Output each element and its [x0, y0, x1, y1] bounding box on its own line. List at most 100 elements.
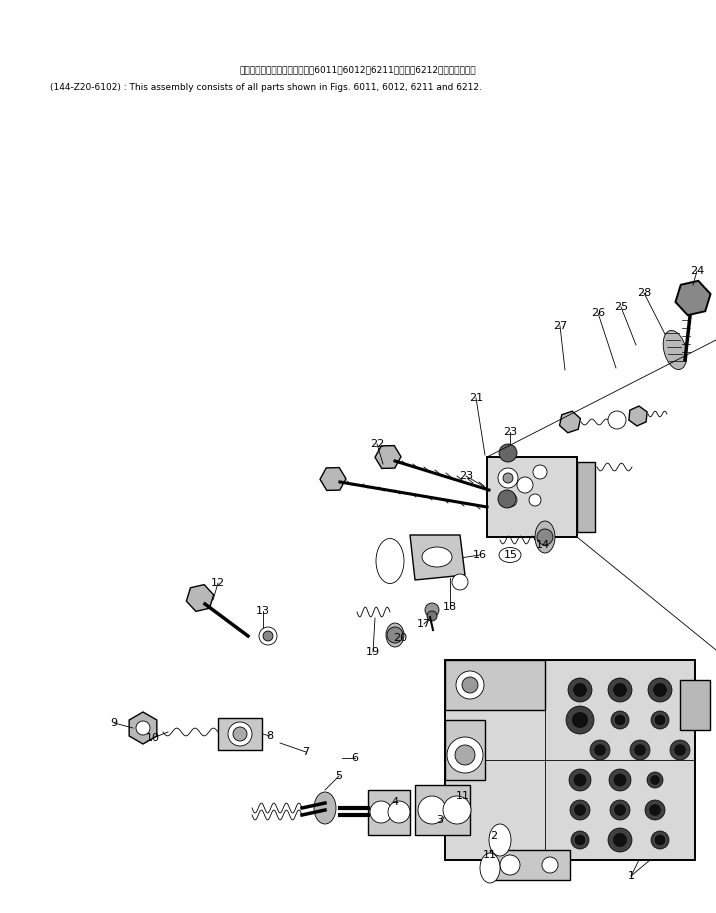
Circle shape	[647, 772, 663, 788]
Text: 25: 25	[614, 302, 628, 312]
Circle shape	[529, 494, 541, 506]
Text: このアセンブリの構成部品は囷6011、6012、6211および囷6212まで含みます．: このアセンブリの構成部品は囷6011、6012、6211および囷6212まで含み…	[240, 66, 476, 75]
Bar	[218, 718, 262, 750]
Circle shape	[533, 465, 547, 479]
Polygon shape	[410, 535, 465, 580]
Ellipse shape	[422, 547, 452, 567]
Circle shape	[500, 855, 520, 875]
Text: 11: 11	[483, 850, 497, 860]
Circle shape	[575, 835, 585, 845]
Circle shape	[387, 627, 403, 643]
Text: 14: 14	[536, 540, 550, 550]
Bar	[445, 720, 485, 780]
Circle shape	[594, 744, 606, 755]
Ellipse shape	[535, 521, 555, 553]
Bar	[487, 457, 577, 537]
Text: 11: 11	[456, 791, 470, 801]
Circle shape	[655, 715, 665, 725]
Circle shape	[537, 529, 553, 545]
Circle shape	[259, 627, 277, 645]
Ellipse shape	[499, 548, 521, 562]
Circle shape	[590, 740, 610, 760]
Circle shape	[388, 801, 410, 823]
Text: 23: 23	[503, 427, 517, 437]
Circle shape	[542, 857, 558, 873]
Circle shape	[418, 796, 446, 824]
Circle shape	[568, 678, 592, 702]
Text: 16: 16	[473, 550, 487, 560]
Circle shape	[610, 800, 630, 820]
Text: 22: 22	[370, 439, 384, 449]
Text: 27: 27	[553, 321, 567, 331]
Ellipse shape	[376, 539, 404, 583]
Text: 19: 19	[366, 647, 380, 657]
Text: (144-Z20-6102) : This assembly consists of all parts shown in Figs. 6011, 6012, : (144-Z20-6102) : This assembly consists …	[50, 83, 482, 92]
Circle shape	[608, 411, 626, 429]
Circle shape	[654, 684, 667, 697]
Circle shape	[228, 722, 252, 746]
Circle shape	[571, 831, 589, 849]
Circle shape	[574, 684, 586, 697]
Text: 3: 3	[437, 815, 443, 825]
Circle shape	[517, 477, 533, 493]
Text: 5: 5	[336, 771, 342, 781]
Ellipse shape	[386, 623, 404, 647]
Text: 2: 2	[490, 831, 498, 841]
Circle shape	[447, 737, 483, 773]
Circle shape	[370, 801, 392, 823]
Ellipse shape	[314, 792, 336, 824]
Circle shape	[614, 834, 626, 846]
Text: 24: 24	[690, 266, 704, 276]
Circle shape	[634, 744, 646, 755]
Circle shape	[498, 468, 518, 488]
Circle shape	[614, 774, 626, 786]
Circle shape	[608, 828, 632, 852]
Text: 20: 20	[393, 633, 407, 643]
Text: 1: 1	[627, 871, 634, 881]
Text: 15: 15	[504, 550, 518, 560]
Text: 8: 8	[266, 731, 274, 741]
Circle shape	[615, 715, 625, 725]
Circle shape	[503, 473, 513, 483]
Circle shape	[651, 711, 669, 729]
Circle shape	[614, 684, 626, 697]
Circle shape	[614, 804, 626, 815]
Circle shape	[462, 677, 478, 693]
Text: 4: 4	[392, 797, 399, 807]
Circle shape	[263, 631, 273, 641]
Text: 23: 23	[459, 471, 473, 481]
Circle shape	[609, 769, 631, 791]
Circle shape	[648, 678, 672, 702]
Circle shape	[425, 603, 439, 617]
Bar	[680, 680, 710, 730]
Circle shape	[452, 574, 468, 590]
Text: 18: 18	[443, 602, 457, 612]
Text: 12: 12	[211, 578, 225, 588]
Text: 26: 26	[591, 308, 605, 318]
Circle shape	[570, 800, 590, 820]
Circle shape	[498, 490, 516, 508]
Text: 21: 21	[469, 393, 483, 403]
Text: 10: 10	[146, 733, 160, 743]
Circle shape	[611, 711, 629, 729]
Ellipse shape	[480, 853, 500, 883]
Circle shape	[456, 671, 484, 699]
Bar	[445, 660, 545, 710]
Text: 28: 28	[637, 288, 651, 298]
Circle shape	[499, 444, 517, 462]
Circle shape	[136, 721, 150, 735]
Circle shape	[574, 774, 586, 786]
Circle shape	[574, 804, 586, 815]
Circle shape	[655, 835, 665, 845]
Text: 7: 7	[302, 747, 309, 757]
Circle shape	[674, 744, 685, 755]
Circle shape	[608, 678, 632, 702]
Circle shape	[651, 776, 659, 784]
Circle shape	[455, 745, 475, 765]
Circle shape	[630, 740, 650, 760]
Ellipse shape	[663, 331, 687, 370]
Circle shape	[566, 706, 594, 734]
Circle shape	[649, 804, 660, 815]
Circle shape	[651, 831, 669, 849]
Circle shape	[427, 611, 437, 621]
